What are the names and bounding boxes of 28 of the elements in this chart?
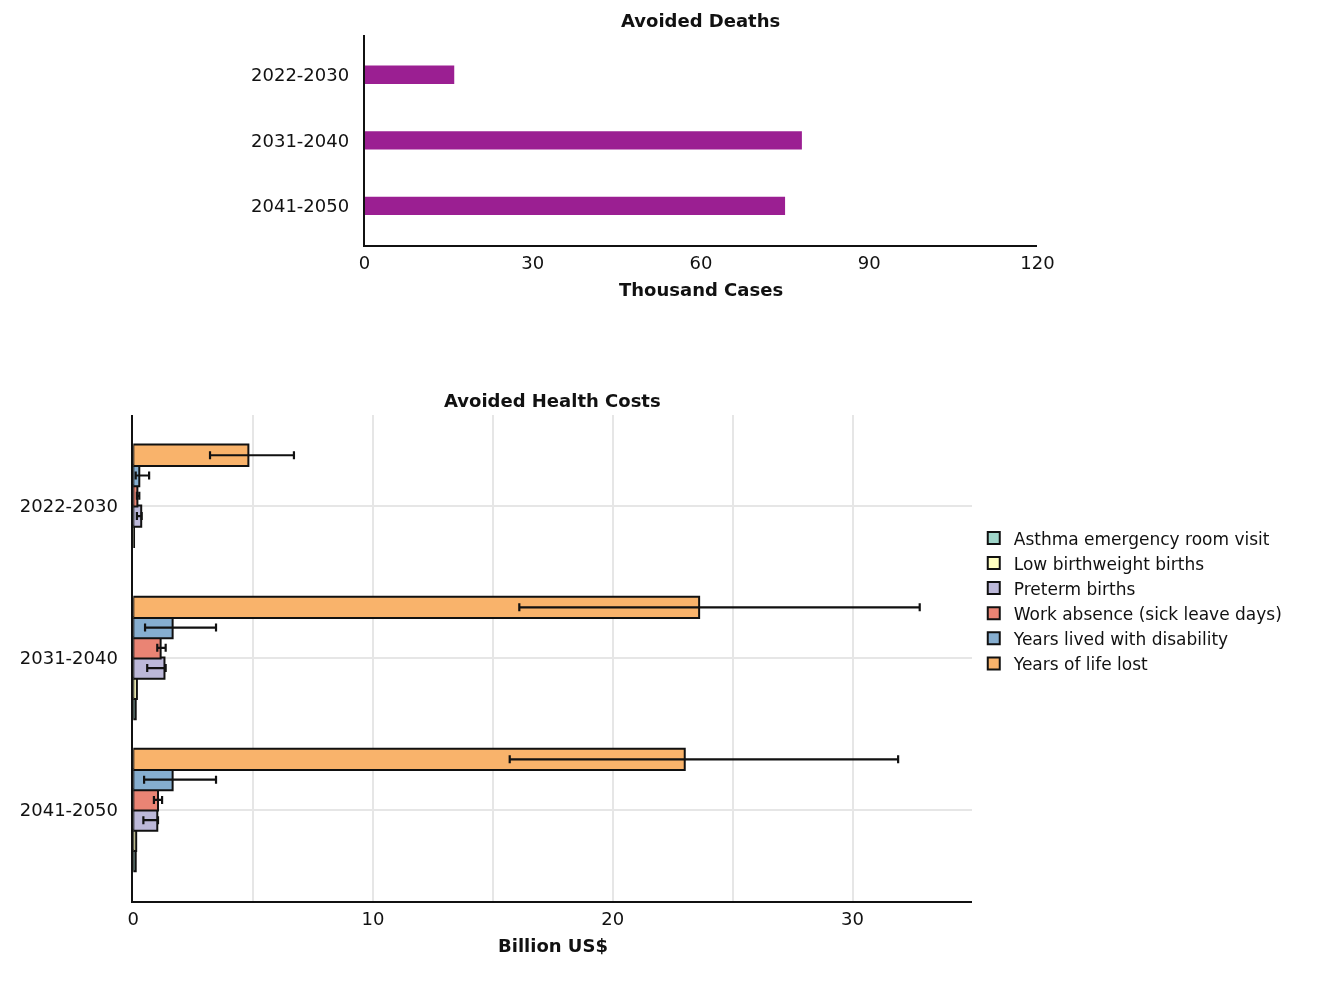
y-tick-label: 2041-2050 xyxy=(19,799,118,821)
legend-label: Low birthweight births xyxy=(1013,553,1205,574)
x-tick-label: 120 xyxy=(1020,251,1055,273)
x-tick-label: 90 xyxy=(857,251,881,273)
chart-title: Avoided Deaths xyxy=(621,10,781,31)
legend-label: Years of life lost xyxy=(1012,654,1149,675)
x-tick-label: 10 xyxy=(361,907,385,929)
y-tick-label: 2022-2030 xyxy=(19,495,118,517)
y-tick-label: 2022-2030 xyxy=(251,64,350,86)
legend-label: Work absence (sick leave days) xyxy=(1013,603,1282,624)
y-tick-label: 2041-2050 xyxy=(251,195,350,217)
x-tick-label: 60 xyxy=(689,251,713,273)
legend-label: Years lived with disability xyxy=(1012,628,1229,649)
x-tick-label: 0 xyxy=(127,907,140,929)
legend-label: Asthma emergency room visit xyxy=(1013,528,1270,549)
y-tick-label: 2031-2040 xyxy=(19,647,118,669)
legend-label: Preterm births xyxy=(1013,578,1136,599)
x-axis-title: Thousand Cases xyxy=(619,279,784,300)
x-tick-label: 20 xyxy=(601,907,625,929)
x-axis-title: Billion US$ xyxy=(498,935,608,956)
x-tick-label: 30 xyxy=(841,907,865,929)
x-tick-label: 30 xyxy=(521,251,545,273)
bar xyxy=(364,65,455,84)
bar xyxy=(364,196,786,216)
chart-title: Avoided Health Costs xyxy=(444,390,661,411)
bar xyxy=(364,131,802,150)
x-tick-label: 0 xyxy=(358,251,371,273)
y-tick-label: 2031-2040 xyxy=(251,129,350,151)
